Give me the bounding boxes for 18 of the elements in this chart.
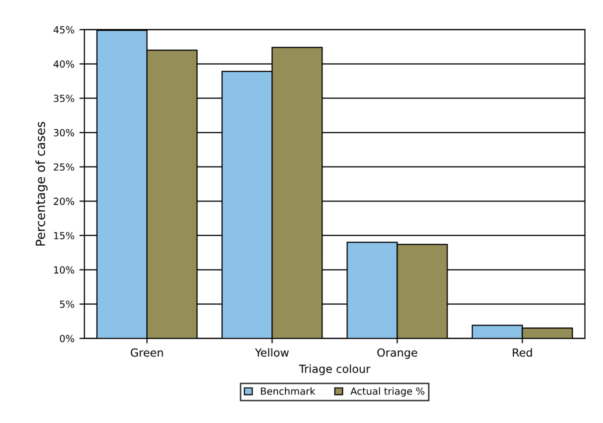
y-tick-label: 40% bbox=[54, 60, 74, 68]
x-tick-label: Red bbox=[512, 348, 532, 357]
legend-label: Benchmark bbox=[260, 387, 316, 395]
y-tick-label: 35% bbox=[54, 94, 74, 102]
x-axis-title: Triage colour bbox=[298, 364, 370, 376]
x-tick-label: Orange bbox=[377, 348, 418, 359]
x-tick-label: Yellow bbox=[254, 348, 289, 357]
legend-label: Actual triage % bbox=[350, 387, 424, 397]
y-tick-label: 20% bbox=[54, 198, 74, 205]
y-tick-label: 15% bbox=[54, 232, 74, 240]
y-axis-title: Percentage of cases bbox=[35, 122, 48, 246]
x-tick-label: Green bbox=[130, 348, 163, 357]
y-tick-label: 25% bbox=[54, 163, 74, 171]
y-tick-label: 5% bbox=[60, 300, 74, 308]
y-tick-label: 0% bbox=[60, 334, 74, 342]
y-tick-label: 30% bbox=[54, 129, 74, 136]
y-tick-label: 45% bbox=[54, 26, 74, 34]
y-tick-label: 10% bbox=[54, 266, 74, 274]
